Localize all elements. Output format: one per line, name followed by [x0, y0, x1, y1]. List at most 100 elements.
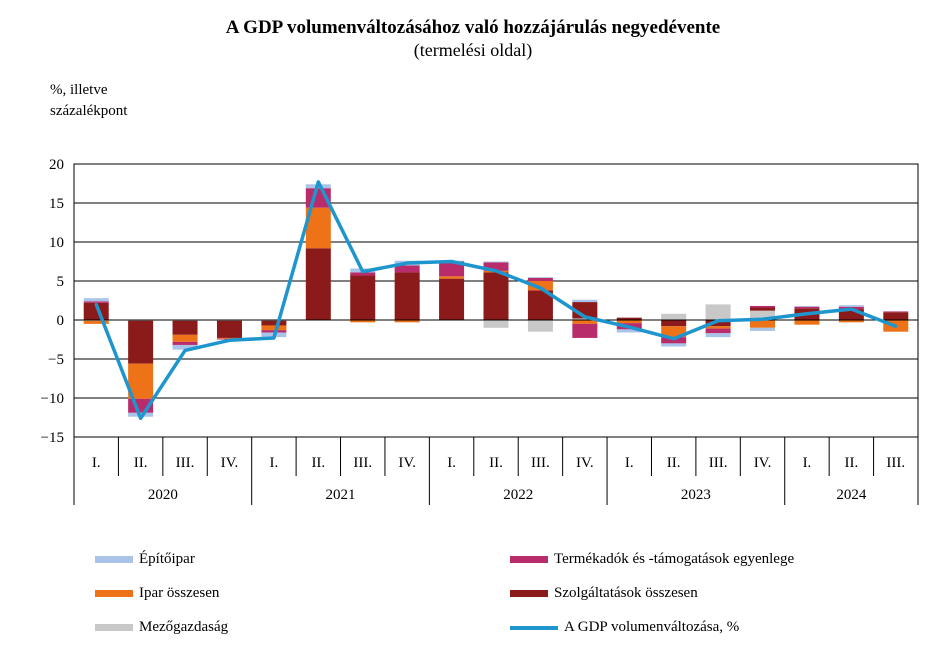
bar-segment — [83, 301, 109, 303]
quarter-label: I. — [803, 455, 812, 471]
quarter-label: IV. — [754, 455, 772, 471]
legend-swatch — [95, 624, 133, 631]
bar-segment — [661, 313, 687, 320]
gdp-point — [761, 317, 765, 321]
gdp-point — [139, 416, 143, 420]
gdp-point — [183, 348, 187, 352]
bar-segment — [838, 309, 864, 320]
legend-item: A GDP volumenváltozása, % — [510, 619, 739, 636]
bar-segment — [705, 320, 731, 327]
gdp-point — [716, 319, 720, 323]
bar-segment — [705, 326, 731, 329]
y-tick-label: −15 — [41, 430, 64, 446]
bar-segment — [83, 298, 109, 302]
bar-segment — [394, 320, 420, 323]
bar-segment — [172, 341, 198, 345]
legend-label: Ipar összesen — [139, 585, 220, 601]
bar-segment — [572, 320, 598, 324]
bar-segment — [172, 334, 198, 342]
quarter-label: II. — [134, 455, 148, 471]
bar-segment — [216, 320, 242, 338]
bar-segment — [261, 325, 287, 331]
bar-segment — [350, 320, 376, 323]
y-tick-label: −10 — [41, 391, 64, 407]
legend-item: Termékadók és -támogatások egyenlege — [510, 551, 794, 568]
bar-segment — [527, 320, 553, 332]
legend-item: Mezőgazdaság — [95, 619, 228, 636]
bar-segment — [838, 305, 864, 307]
gdp-point — [361, 270, 365, 274]
gdp-point — [894, 324, 898, 328]
bar-segment — [661, 326, 687, 338]
legend-item: Szolgáltatások összesen — [510, 585, 698, 602]
y-axis-unit-line-2: százalékpont — [50, 103, 128, 119]
gdp-point — [583, 315, 587, 319]
bar-segment — [128, 320, 154, 364]
legend-label: Szolgáltatások összesen — [554, 585, 698, 601]
bar-segment — [527, 281, 553, 291]
chart-subtitle: (termelési oldal) — [413, 40, 533, 60]
year-label: 2020 — [148, 487, 178, 503]
bar-segment — [572, 323, 598, 338]
gdp-point — [316, 180, 320, 184]
bar-segment — [172, 320, 198, 335]
bar-segment — [483, 272, 509, 320]
quarter-label: II. — [311, 455, 325, 471]
bar-segment — [705, 333, 731, 338]
bar-segment — [439, 278, 465, 320]
bar-segment — [216, 337, 242, 339]
bar-segment — [750, 310, 776, 320]
y-tick-label: 15 — [49, 196, 64, 212]
y-tick-label: 5 — [57, 274, 65, 290]
quarter-label: IV. — [576, 455, 594, 471]
legend-label: A GDP volumenváltozása, % — [564, 619, 740, 635]
bar-segment — [261, 320, 287, 326]
bar-segment — [350, 275, 376, 320]
bar-segment — [883, 311, 909, 313]
gdp-point — [538, 286, 542, 290]
y-tick-label: 20 — [49, 157, 64, 173]
bar-segment — [572, 318, 598, 320]
gdp-point — [672, 337, 676, 341]
plot-frame — [73, 163, 919, 438]
bar-segment — [572, 299, 598, 303]
legend-label: Építőipar — [139, 551, 195, 567]
legend-label: Termékadók és -támogatások egyenlege — [554, 551, 795, 567]
y-tick-label: 10 — [49, 235, 64, 251]
year-label: 2024 — [836, 487, 867, 503]
bar-segment — [616, 329, 642, 333]
gdp-point — [405, 261, 409, 265]
legend-item: Építőipar — [95, 551, 195, 568]
legend-label: Mezőgazdaság — [139, 619, 229, 635]
y-axis-unit-label: %, illetve százalékpont — [50, 80, 170, 122]
bar-segment — [705, 328, 731, 334]
bar-segment — [305, 248, 331, 320]
bar-segment — [483, 262, 509, 271]
quarter-label: III. — [886, 455, 905, 471]
y-tick-label: 0 — [57, 313, 65, 329]
bar-segment — [750, 327, 776, 331]
quarter-label: IV. — [221, 455, 239, 471]
bar-segment — [616, 317, 642, 320]
gdp-point — [450, 260, 454, 263]
bar-segment — [261, 330, 287, 333]
bar-segment — [883, 312, 909, 320]
quarter-label: III. — [709, 455, 728, 471]
legend-item: Ipar összesen — [95, 585, 219, 602]
bar-segment — [661, 343, 687, 347]
gdp-point — [494, 269, 498, 273]
bar-segment — [483, 261, 509, 263]
bar-segment — [616, 320, 642, 324]
bar-segment — [794, 320, 820, 325]
bar-segment — [750, 320, 776, 328]
bar-segment — [527, 277, 553, 278]
legend-swatch — [510, 625, 558, 630]
y-axis-unit-line-1: %, illetve — [50, 82, 108, 98]
quarter-label: III. — [531, 455, 550, 471]
bar-segment — [350, 272, 376, 276]
year-label: 2021 — [326, 487, 356, 503]
quarter-label: II. — [667, 455, 681, 471]
legend-swatch — [95, 590, 133, 597]
year-label: 2022 — [503, 487, 533, 503]
